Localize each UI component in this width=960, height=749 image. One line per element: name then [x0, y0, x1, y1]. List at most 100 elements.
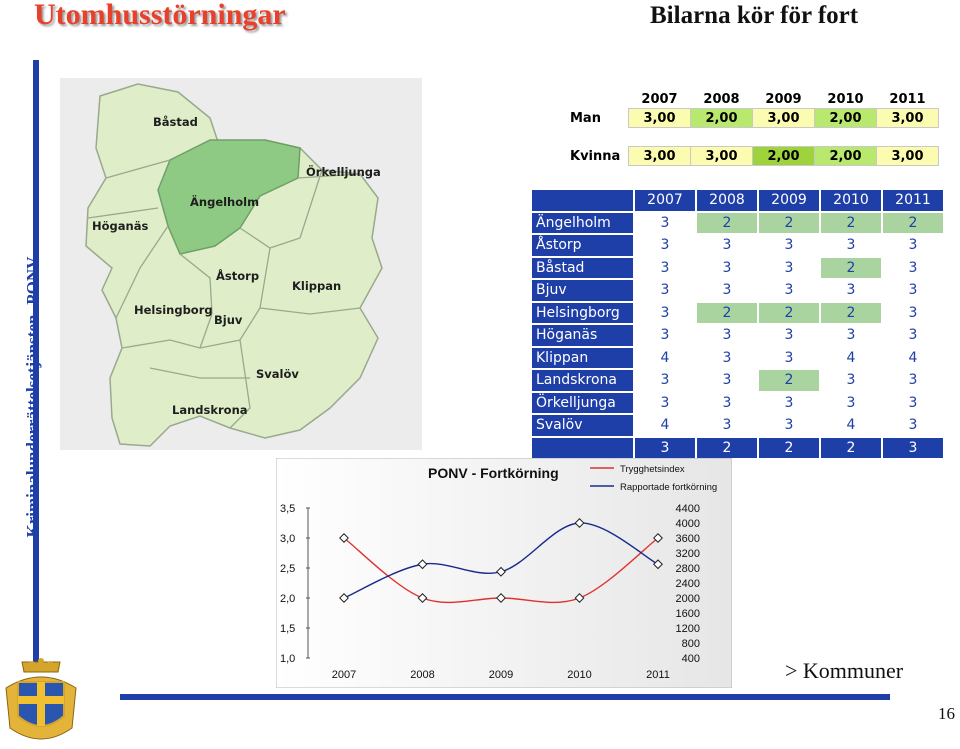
side-accent-bar: [33, 60, 39, 672]
year-header: 2010: [821, 190, 881, 211]
year-header: 2007: [635, 190, 695, 211]
table-cell: 3: [697, 392, 757, 413]
x-tick-label: 2011: [646, 669, 670, 681]
table-cell: 2: [697, 212, 757, 233]
table-row: Bjuv 3 3 3 3 3: [532, 280, 943, 301]
table-row: Landskrona 3 3 2 3 3: [532, 370, 943, 391]
table-cell: 2: [883, 212, 943, 233]
table-cell: 4: [635, 415, 695, 436]
police-crest-icon: [5, 658, 77, 740]
table-row: Åstorp 3 3 3 3 3: [532, 235, 943, 256]
table-cell: 2: [821, 212, 881, 233]
left-tick-label: 3,0: [280, 533, 295, 545]
municipality-name: Åstorp: [532, 235, 633, 256]
table-cell: 3: [635, 257, 695, 278]
table-cell: 4: [635, 347, 695, 368]
line-chart: PONV - Fortkörning Trygghetsindex Rapport…: [276, 458, 732, 688]
table-cell: 3: [635, 235, 695, 256]
series-point: [653, 533, 663, 543]
table-row: Helsingborg 3 2 2 2 3: [532, 302, 943, 323]
legend-label: Trygghetsindex: [620, 464, 685, 475]
table-cell: 3: [821, 392, 881, 413]
series-point: [339, 533, 349, 543]
municipality-name: Höganäs: [532, 325, 633, 346]
right-tick-label: 800: [682, 638, 700, 650]
table-cell: 3: [759, 392, 819, 413]
year-header: 2009: [759, 190, 819, 211]
table-cell: 3: [821, 325, 881, 346]
right-tick-label: 3600: [676, 533, 700, 545]
table-cell: 3: [759, 257, 819, 278]
total-cell: 2: [821, 437, 881, 458]
table-cell: 3: [697, 280, 757, 301]
table-row: Svalöv 4 3 3 4 3: [532, 415, 943, 436]
table-cell: 2,00: [814, 146, 877, 166]
right-tick-label: 3200: [676, 548, 700, 560]
right-tick-label: 1200: [676, 623, 700, 635]
table-cell: 3: [759, 280, 819, 301]
slide-title: Utomhusstörningar: [34, 0, 286, 31]
year-header: 2010: [814, 90, 877, 109]
year-header: 2007: [628, 90, 691, 109]
table-cell: 3,00: [752, 108, 815, 128]
table-row: Klippan 4 3 3 4 4: [532, 347, 943, 368]
gender-table: 2007 2008 2009 2010 2011 Man 3,00 2,00 3…: [568, 90, 939, 166]
table-cell: 2,00: [814, 108, 877, 128]
map-label: Åstorp: [216, 268, 259, 283]
series-point: [417, 593, 428, 603]
municipality-name: Svalöv: [532, 415, 633, 436]
municipality-name: Helsingborg: [532, 302, 633, 323]
table-cell: 3,00: [628, 146, 691, 166]
right-tick-label: 2400: [676, 578, 700, 590]
kommuner-link[interactable]: > Kommuner: [785, 658, 904, 683]
table-row: Örkelljunga 3 3 3 3 3: [532, 392, 943, 413]
left-tick-label: 1,5: [280, 623, 295, 635]
series-point: [574, 518, 585, 528]
table-row: Båstad 3 3 3 2 3: [532, 257, 943, 278]
table-cell: 3: [635, 392, 695, 413]
table-cell: 3,00: [876, 108, 939, 128]
table-row: Kvinna 3,00 3,00 2,00 2,00 3,00: [568, 146, 939, 166]
municipality-map: Båstad Ängelholm Örkelljunga Höganäs Åst…: [60, 78, 422, 450]
total-cell: 2: [697, 437, 757, 458]
row-label: Kvinna: [570, 148, 621, 164]
right-tick-label: 2800: [676, 563, 700, 575]
chart-legend: Trygghetsindex Rapportade fortkörning: [590, 464, 717, 493]
total-cell: 3: [883, 437, 943, 458]
x-tick-label: 2010: [567, 669, 591, 681]
series-point: [496, 593, 506, 603]
table-cell: 2,00: [752, 146, 815, 166]
table-row: Höganäs 3 3 3 3 3: [532, 325, 943, 346]
table-cell: 3: [883, 415, 943, 436]
table-cell: 3: [697, 415, 757, 436]
table-cell: 2: [759, 370, 819, 391]
chart-title: PONV - Fortkörning: [428, 465, 559, 481]
table-cell: 3: [759, 325, 819, 346]
right-tick-label: 4000: [676, 518, 700, 530]
map-label: Helsingborg: [134, 303, 213, 317]
map-label: Örkelljunga: [306, 164, 381, 179]
left-tick-label: 1,0: [280, 653, 295, 665]
table-cell: 3: [697, 257, 757, 278]
map-label: Landskrona: [172, 403, 248, 417]
series-point: [417, 559, 428, 570]
table-cell: 2,00: [690, 108, 753, 128]
table-cell: 3: [883, 235, 943, 256]
slide-subtitle: Bilarna kör för fort: [650, 2, 859, 29]
page-number: 16: [938, 704, 955, 723]
table-header-row: 2007 2008 2009 2010 2011: [532, 190, 943, 211]
table-row: Ängelholm 3 2 2 2 2: [532, 212, 943, 233]
table-cell: 3: [635, 325, 695, 346]
table-cell: 2: [821, 302, 881, 323]
table-cell: 3: [759, 347, 819, 368]
left-tick-label: 2,0: [280, 593, 295, 605]
table-cell: 3: [697, 325, 757, 346]
table-cell: 3: [635, 302, 695, 323]
table-cell: 3,00: [628, 108, 691, 128]
table-cell: 4: [821, 415, 881, 436]
series-point: [339, 593, 349, 603]
municipality-name: Ängelholm: [532, 212, 633, 233]
map-label: Klippan: [292, 279, 341, 293]
table-cell: 2: [697, 302, 757, 323]
